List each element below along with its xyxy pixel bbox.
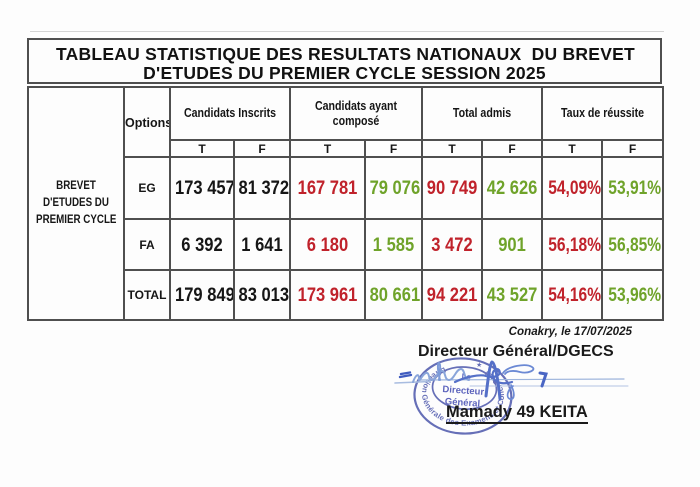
- svg-text:Directeur: Directeur: [442, 384, 485, 398]
- svg-text:Général: Général: [444, 396, 480, 409]
- svg-text:★: ★: [476, 361, 483, 369]
